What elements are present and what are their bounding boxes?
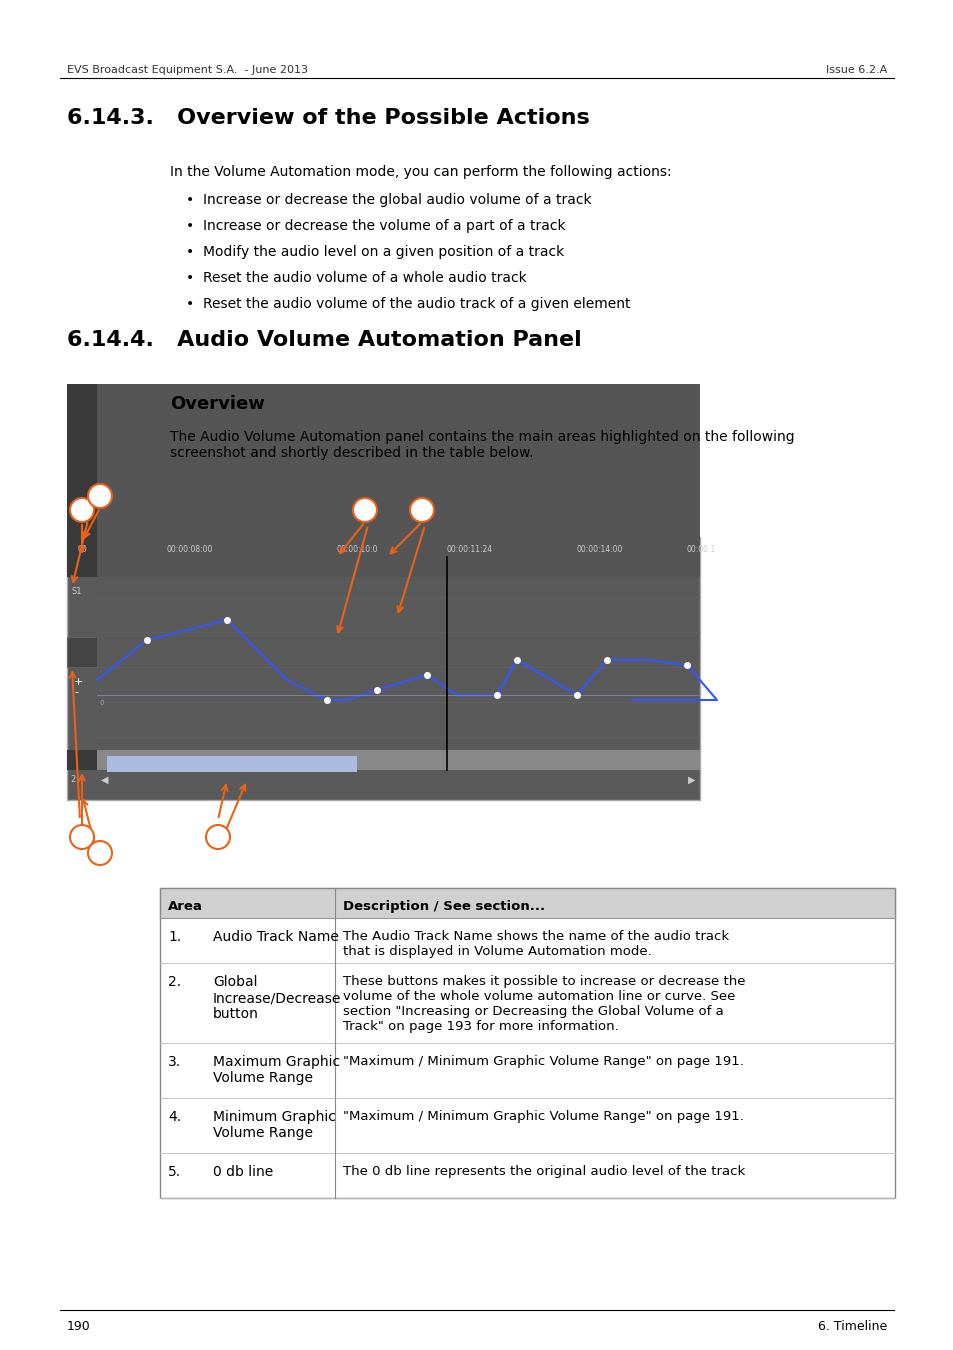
Text: 6.14.3.   Overview of the Possible Actions: 6.14.3. Overview of the Possible Actions	[67, 108, 589, 128]
Text: •: •	[186, 271, 194, 285]
Text: +: +	[74, 676, 83, 687]
Text: ▶: ▶	[687, 775, 695, 784]
Text: Reset the audio volume of the audio track of a given element: Reset the audio volume of the audio trac…	[203, 297, 630, 310]
Text: 2: 2	[70, 775, 75, 784]
Text: -: -	[74, 687, 78, 697]
Text: 1.: 1.	[168, 930, 181, 944]
Circle shape	[410, 498, 434, 522]
Text: •: •	[186, 219, 194, 234]
Text: 1: 1	[78, 505, 86, 514]
Bar	[67, 637, 97, 667]
Text: Description / See section...: Description / See section...	[343, 900, 544, 913]
Text: 00:00:11:24: 00:00:11:24	[447, 545, 493, 554]
Bar	[160, 888, 894, 918]
Text: 4.: 4.	[168, 1110, 181, 1125]
Circle shape	[353, 498, 376, 522]
Text: 0 db line: 0 db line	[213, 1165, 273, 1179]
Bar	[67, 537, 700, 558]
Text: Minimum Graphic
Volume Range: Minimum Graphic Volume Range	[213, 1110, 335, 1141]
Text: EVS Broadcast Equipment S.A.  - June 2013: EVS Broadcast Equipment S.A. - June 2013	[67, 65, 308, 76]
Bar	[160, 888, 894, 1197]
Text: 0: 0	[100, 701, 105, 706]
Text: •: •	[186, 297, 194, 310]
Text: "Maximum / Minimum Graphic Volume Range" on page 191.: "Maximum / Minimum Graphic Volume Range"…	[343, 1054, 743, 1068]
Text: •: •	[186, 193, 194, 207]
Text: 00:00:14:00: 00:00:14:00	[577, 545, 622, 554]
Bar	[67, 537, 700, 801]
Text: 5: 5	[214, 832, 221, 842]
Text: 2: 2	[78, 832, 86, 842]
Text: The Audio Track Name shows the name of the audio track
that is displayed in Volu: The Audio Track Name shows the name of t…	[343, 930, 728, 958]
Text: Increase or decrease the volume of a part of a track: Increase or decrease the volume of a par…	[203, 219, 565, 234]
Text: 4: 4	[96, 848, 104, 859]
Text: 3: 3	[96, 491, 103, 501]
Text: 3.: 3.	[168, 1054, 181, 1069]
Text: ◀: ◀	[101, 775, 109, 784]
Circle shape	[70, 498, 94, 522]
Text: 00:00:08:00: 00:00:08:00	[167, 545, 213, 554]
Text: The 0 db line represents the original audio level of the track: The 0 db line represents the original au…	[343, 1165, 744, 1179]
Text: 00: 00	[77, 545, 87, 554]
Text: •: •	[186, 244, 194, 259]
Circle shape	[206, 825, 230, 849]
Text: S1: S1	[71, 587, 82, 595]
Text: Increase or decrease the global audio volume of a track: Increase or decrease the global audio vo…	[203, 193, 591, 207]
Text: 7: 7	[418, 505, 425, 514]
Text: 00:00:1: 00:00:1	[686, 545, 716, 554]
Circle shape	[70, 825, 94, 849]
Text: 6: 6	[361, 505, 368, 514]
Text: The Audio Volume Automation panel contains the main areas highlighted on the fol: The Audio Volume Automation panel contai…	[170, 431, 794, 460]
Bar	[107, 756, 356, 772]
Text: In the Volume Automation mode, you can perform the following actions:: In the Volume Automation mode, you can p…	[170, 165, 671, 180]
Bar	[67, 751, 700, 769]
Text: "Maximum / Minimum Graphic Volume Range" on page 191.: "Maximum / Minimum Graphic Volume Range"…	[343, 1110, 743, 1123]
Text: 190: 190	[67, 1320, 91, 1332]
Text: Issue 6.2.A: Issue 6.2.A	[825, 65, 886, 76]
Circle shape	[88, 841, 112, 865]
Bar	[67, 751, 97, 769]
Text: 6.14.4.   Audio Volume Automation Panel: 6.14.4. Audio Volume Automation Panel	[67, 329, 581, 350]
Bar	[67, 383, 97, 576]
Circle shape	[88, 485, 112, 508]
Text: 00:00:10:0: 00:00:10:0	[336, 545, 378, 554]
Text: Overview: Overview	[170, 396, 265, 413]
Text: Reset the audio volume of a whole audio track: Reset the audio volume of a whole audio …	[203, 271, 526, 285]
Text: Audio Track Name: Audio Track Name	[213, 930, 338, 944]
Bar	[97, 383, 700, 576]
Text: These buttons makes it possible to increase or decrease the
volume of the whole : These buttons makes it possible to incre…	[343, 975, 744, 1033]
Text: 5.: 5.	[168, 1165, 181, 1179]
Text: Global
Increase/Decrease
button: Global Increase/Decrease button	[213, 975, 341, 1022]
Text: Area: Area	[168, 900, 203, 913]
Text: Maximum Graphic
Volume Range: Maximum Graphic Volume Range	[213, 1054, 340, 1085]
Text: 6. Timeline: 6. Timeline	[817, 1320, 886, 1332]
Text: Modify the audio level on a given position of a track: Modify the audio level on a given positi…	[203, 244, 563, 259]
Text: 2.: 2.	[168, 975, 181, 990]
